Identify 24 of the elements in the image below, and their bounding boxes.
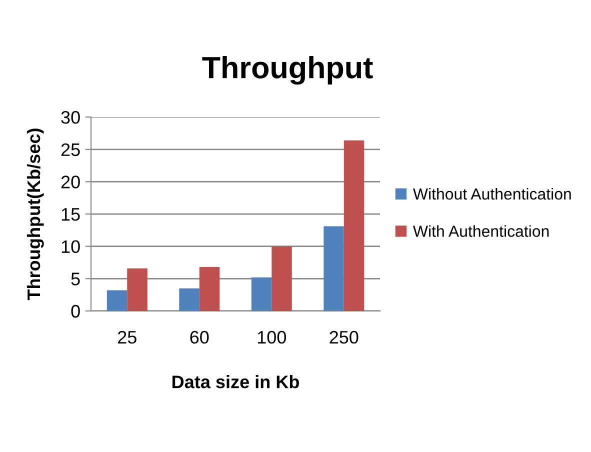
- x-axis-title: Data size in Kb: [172, 375, 299, 388]
- legend-label: With Authentication: [413, 225, 549, 237]
- y-tick-label: 30: [61, 111, 80, 124]
- legend-label: Without Authentication: [413, 188, 571, 200]
- chart-title: Throughput: [202, 56, 373, 85]
- x-tick-label: 60: [190, 330, 209, 344]
- x-tick-label: 250: [330, 330, 358, 344]
- bar: [199, 267, 220, 311]
- y-tick-label: 0: [71, 304, 80, 318]
- bar: [127, 268, 148, 311]
- y-axis-title: Throughput(Kb/sec): [26, 128, 44, 300]
- x-tick-label: 100: [258, 330, 286, 344]
- bar: [179, 288, 200, 311]
- bar: [324, 226, 344, 311]
- y-tick-label: 25: [61, 143, 80, 156]
- bar: [272, 246, 292, 311]
- y-tick-label: 10: [62, 240, 80, 254]
- y-tick-label: 5: [71, 272, 80, 286]
- bar: [344, 140, 364, 311]
- y-tick-label: 15: [62, 208, 80, 221]
- bar: [251, 277, 272, 311]
- bar: [106, 290, 128, 311]
- y-tick-label: 20: [61, 176, 80, 188]
- x-tick-label: 25: [118, 330, 136, 344]
